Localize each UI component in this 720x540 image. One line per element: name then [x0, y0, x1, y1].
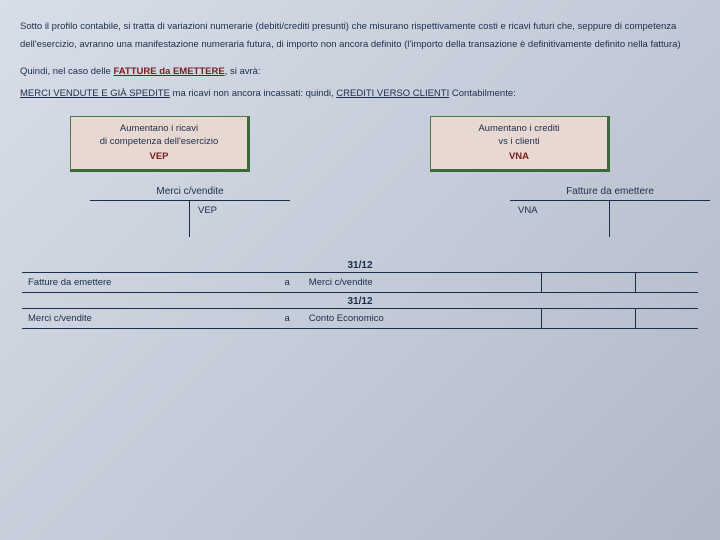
- t-accounts-row: Merci c/vendite VEP Fatture da emettere …: [20, 186, 700, 237]
- jr2-credit: Conto Economico: [303, 309, 542, 329]
- jr1-credit: Merci c/vendite: [303, 273, 542, 293]
- journal-row: Merci c/vendite a Conto Economico: [22, 309, 698, 329]
- journal-row: Fatture da emettere a Merci c/vendite: [22, 273, 698, 293]
- line-quindi: Quindi, nel caso delle FATTURE da EMETTE…: [20, 64, 700, 80]
- jr2-debit: Merci c/vendite: [22, 309, 272, 329]
- t-account-merci: Merci c/vendite VEP: [90, 186, 290, 237]
- journal-table-1: Fatture da emettere a Merci c/vendite: [22, 272, 698, 293]
- jr1-to: a: [272, 273, 303, 293]
- box-right-l2: vs i clienti: [498, 136, 539, 149]
- box-left-l2: di competenza dell'esercizio: [100, 136, 219, 149]
- line2-pre: Quindi, nel caso delle: [20, 66, 113, 77]
- tacc-right-title: Fatture da emettere: [510, 186, 710, 201]
- box-left-l1: Aumentano i ricavi: [120, 123, 198, 136]
- jr2-amt2: [636, 309, 698, 329]
- t-account-fatture: Fatture da emettere VNA: [510, 186, 710, 237]
- boxes-row: Aumentano i ricavi di competenza dell'es…: [20, 116, 700, 172]
- tacc-left-credit: VEP: [190, 201, 290, 237]
- jr1-amt1: [542, 273, 636, 293]
- journal: 31/12 Fatture da emettere a Merci c/vend…: [20, 257, 700, 329]
- box-right-tag: VNA: [509, 151, 529, 164]
- box-right-l1: Aumentano i crediti: [478, 123, 559, 136]
- line-merci: MERCI VENDUTE E GIÀ SPEDITE ma ricavi no…: [20, 86, 700, 102]
- line3-b: ma ricavi non ancora incassati: quindi,: [170, 88, 336, 99]
- jr1-debit: Fatture da emettere: [22, 273, 272, 293]
- line3-a: MERCI VENDUTE E GIÀ SPEDITE: [20, 88, 170, 99]
- tacc-right-debit: VNA: [510, 201, 610, 237]
- line2-post: , si avrà:: [225, 66, 261, 77]
- box-ricavi: Aumentano i ricavi di competenza dell'es…: [70, 116, 250, 172]
- journal-date-2: 31/12: [22, 293, 698, 308]
- jr1-amt2: [636, 273, 698, 293]
- line3-d: Contabilmente:: [449, 88, 516, 99]
- line3-c: CREDITI VERSO CLIENTI: [336, 88, 449, 99]
- jr2-amt1: [542, 309, 636, 329]
- tacc-left-debit: [90, 201, 190, 237]
- tacc-left-title: Merci c/vendite: [90, 186, 290, 201]
- tacc-right-credit: [610, 201, 710, 237]
- box-left-tag: VEP: [149, 151, 168, 164]
- jr2-to: a: [272, 309, 303, 329]
- intro-paragraph: Sotto il profilo contabile, si tratta di…: [20, 18, 700, 54]
- journal-table-2: Merci c/vendite a Conto Economico: [22, 308, 698, 329]
- box-crediti: Aumentano i crediti vs i clienti VNA: [430, 116, 610, 172]
- line2-bold: FATTURE da EMETTERE: [113, 66, 224, 77]
- journal-date-1: 31/12: [22, 257, 698, 272]
